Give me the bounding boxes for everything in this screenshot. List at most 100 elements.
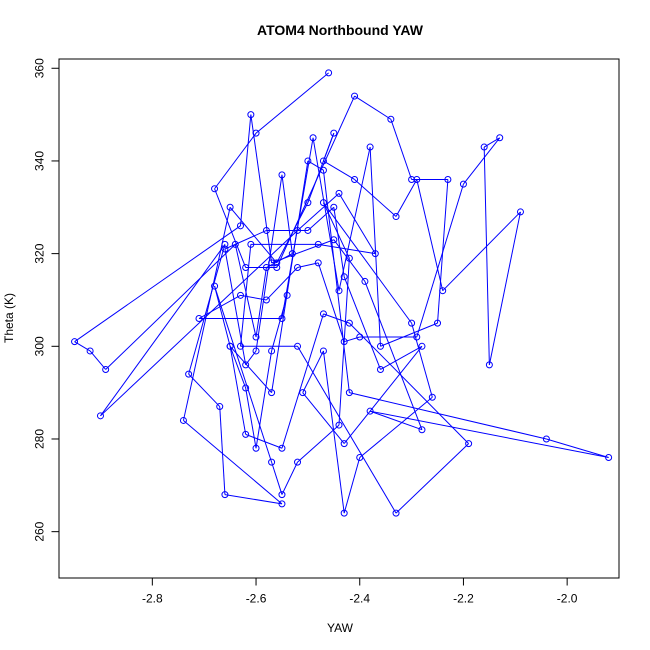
series-segment (255, 350, 273, 449)
data-point (516, 208, 524, 216)
series-segment (100, 244, 226, 417)
series-segment (370, 410, 609, 459)
data-point (236, 291, 244, 299)
data-point (179, 416, 187, 424)
series-segment (255, 72, 329, 134)
data-point (319, 157, 327, 165)
data-point (304, 226, 312, 234)
series-segment (395, 443, 469, 514)
data-point (330, 203, 338, 211)
series-segment (297, 424, 340, 463)
x-tick-label: -2.8 (142, 592, 163, 606)
y-tick-label: 320 (33, 243, 47, 263)
data-point (273, 259, 281, 267)
series-segment (224, 229, 267, 250)
data-point (278, 171, 286, 179)
data-point (252, 129, 260, 137)
series-segment (105, 243, 236, 370)
data-point (330, 129, 338, 137)
series-segment (323, 160, 355, 180)
x-tick-label: -2.6 (246, 592, 267, 606)
data-point (195, 315, 203, 322)
data-point (314, 259, 322, 267)
data-point (242, 361, 250, 369)
series-lines (74, 72, 609, 514)
series-segment (546, 438, 609, 458)
chart-title: ATOM4 Northbound YAW (257, 22, 424, 38)
data-point (278, 444, 286, 452)
y-tick-label: 260 (33, 521, 47, 541)
series-segment (74, 225, 241, 343)
data-point (294, 264, 302, 272)
series-segment (214, 285, 231, 347)
y-tick-label: 300 (33, 336, 47, 356)
data-point (319, 166, 327, 174)
data-point (319, 199, 327, 207)
data-point (325, 69, 333, 77)
series-segment (281, 313, 324, 449)
series-segment (323, 202, 412, 324)
series-segment (281, 461, 298, 495)
data-point (335, 189, 343, 197)
data-point (294, 226, 302, 234)
series-segment (343, 457, 361, 514)
data-point (242, 430, 250, 438)
series-segment (488, 211, 521, 365)
data-point (71, 338, 79, 346)
series-segment (302, 350, 324, 393)
x-axis: -2.8 -2.6 -2.4 -2.2 -2.0 (142, 578, 578, 606)
series-segment (229, 346, 247, 435)
series-segment (297, 193, 340, 231)
series-segment (297, 262, 319, 269)
data-point (345, 254, 353, 262)
series-segment (343, 276, 381, 370)
series-segment (302, 392, 345, 444)
data-point (283, 291, 291, 299)
data-point (418, 426, 426, 434)
series-segment (338, 258, 350, 426)
series-segment (416, 179, 444, 291)
data-point (294, 458, 302, 466)
data-point (335, 421, 343, 429)
data-point (418, 342, 426, 350)
series-segment (416, 183, 464, 338)
data-point (345, 319, 353, 327)
data-point (387, 115, 395, 123)
data-point (340, 440, 348, 448)
series-segment (343, 345, 423, 444)
series-segment (281, 174, 293, 254)
data-point (351, 175, 359, 183)
data-point (340, 273, 348, 281)
data-point (268, 259, 276, 267)
series-segment (255, 267, 267, 338)
series-segment (359, 396, 433, 458)
series-segment (239, 114, 252, 226)
series-segment (317, 262, 345, 342)
data-point (294, 342, 302, 350)
data-point (361, 277, 369, 285)
data-point (356, 333, 364, 341)
data-point (408, 319, 416, 327)
series-segment (364, 281, 423, 430)
series-segment (380, 345, 423, 370)
plot-frame (58, 58, 620, 579)
series-segment (271, 461, 283, 495)
data-point (356, 454, 364, 462)
y-tick-label: 360 (33, 58, 47, 78)
series-segment (483, 147, 490, 365)
x-axis-label: YAW (327, 621, 354, 635)
data-point (252, 347, 260, 355)
data-point (268, 347, 276, 355)
series-segment (214, 132, 257, 190)
series-segment (297, 346, 397, 514)
data-point (252, 444, 260, 452)
data-point (278, 500, 286, 508)
series-segment (411, 322, 433, 398)
series-segment (229, 206, 278, 264)
series-segment (354, 95, 392, 120)
data-point (262, 226, 270, 234)
data-point (247, 240, 255, 248)
data-point (273, 264, 281, 272)
series-segment (89, 350, 107, 370)
series-segment (214, 188, 247, 268)
